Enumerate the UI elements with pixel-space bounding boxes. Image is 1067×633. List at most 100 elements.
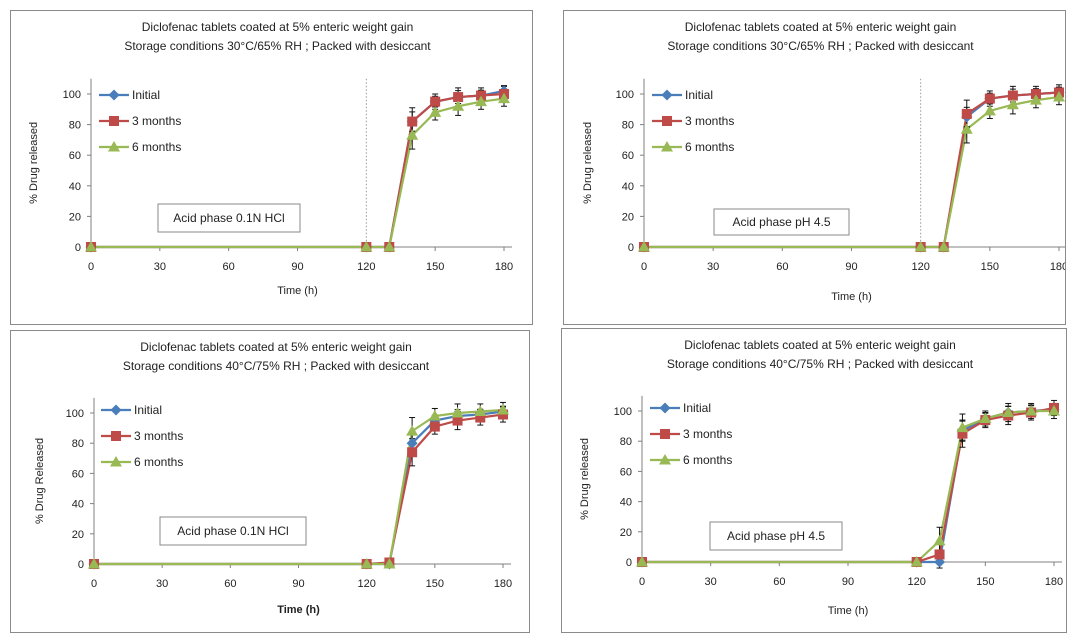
- data-point: [85, 241, 97, 252]
- chart-1-svg: Diclofenac tablets coated at 5% enteric …: [28, 20, 513, 297]
- data-point: [407, 447, 418, 458]
- y-tick-label: 0: [78, 559, 84, 571]
- data-point: [383, 241, 396, 252]
- x-tick-label: 150: [981, 261, 999, 273]
- legend-marker: [111, 431, 121, 441]
- series-markers-2: [88, 403, 509, 569]
- data-point: [1007, 90, 1018, 101]
- x-tick-label: 90: [291, 261, 303, 273]
- data-point: [933, 534, 946, 546]
- data-point: [406, 129, 419, 140]
- legend-label: Initial: [685, 88, 713, 102]
- x-tick-label: 120: [357, 261, 375, 273]
- y-tick-label: 60: [72, 468, 84, 480]
- x-tick-label: 30: [154, 261, 166, 273]
- x-tick-label: 60: [773, 576, 785, 588]
- data-point: [474, 405, 487, 416]
- data-point: [428, 410, 441, 421]
- x-tick-label: 90: [845, 261, 857, 273]
- x-tick-label: 180: [495, 261, 513, 273]
- legend-label: Initial: [683, 401, 711, 415]
- legend-marker: [108, 141, 120, 152]
- y-tick-label: 0: [628, 242, 634, 254]
- x-tick-label: 180: [1045, 576, 1063, 588]
- data-point: [383, 558, 396, 569]
- y-tick-label: 20: [69, 211, 81, 223]
- x-tick-label: 30: [705, 576, 717, 588]
- chart-title: Diclofenac tablets coated at 5% enteric …: [140, 340, 412, 354]
- x-axis-label: Time (h): [277, 285, 318, 297]
- data-point: [429, 421, 440, 432]
- data-point: [1002, 406, 1015, 418]
- legend-label: 3 months: [134, 429, 183, 443]
- data-point: [984, 93, 995, 104]
- y-axis-label: % Drug Released: [34, 438, 46, 524]
- legend-item-2: 6 months: [650, 453, 732, 467]
- y-tick-label: 80: [72, 438, 84, 450]
- chart-subtitle: Storage conditions 40°C/75% RH ; Packed …: [123, 359, 430, 373]
- data-point: [1048, 405, 1060, 416]
- x-tick-label: 30: [156, 578, 168, 590]
- annotation-box: [157, 203, 301, 233]
- annotation-text: Acid phase pH 4.5: [727, 529, 825, 543]
- y-tick-label: 20: [622, 211, 634, 223]
- y-tick-label: 60: [622, 150, 634, 162]
- y-tick-label: 100: [614, 406, 632, 418]
- legend-item-1: 3 months: [652, 114, 734, 128]
- x-tick-label: 60: [223, 261, 235, 273]
- data-point: [498, 409, 508, 420]
- legend-item-0: Initial: [101, 403, 162, 417]
- data-point: [497, 403, 509, 415]
- legend-label: 6 months: [685, 140, 734, 154]
- legend-marker: [110, 456, 122, 467]
- x-tick-label: 150: [976, 576, 994, 588]
- data-point: [407, 116, 418, 127]
- legend-marker: [110, 404, 122, 416]
- x-tick-label: 60: [224, 578, 236, 590]
- data-point: [956, 421, 969, 433]
- data-point: [476, 90, 487, 101]
- y-tick-label: 0: [626, 557, 632, 569]
- series-markers-0: [638, 86, 1065, 253]
- legend-label: Initial: [134, 403, 162, 417]
- y-tick-label: 80: [69, 120, 81, 132]
- data-point: [430, 96, 441, 107]
- legend-label: 3 months: [683, 427, 732, 441]
- x-tick-label: 150: [426, 261, 444, 273]
- data-point: [452, 415, 463, 426]
- y-tick-label: 40: [72, 499, 84, 511]
- x-axis-label: Time (h): [831, 291, 872, 303]
- data-point: [910, 556, 923, 567]
- data-point: [979, 412, 992, 424]
- y-axis-label: % Drug released: [28, 122, 40, 204]
- x-tick-label: 180: [494, 578, 512, 590]
- y-tick-label: 100: [66, 408, 84, 420]
- legend-item-0: Initial: [652, 88, 713, 102]
- x-tick-label: 30: [707, 261, 719, 273]
- series-markers-2: [638, 91, 1065, 252]
- data-point: [475, 95, 488, 107]
- data-point: [406, 425, 419, 436]
- chart-panel-1: Diclofenac tablets coated at 5% enteric …: [10, 10, 533, 325]
- x-tick-label: 120: [907, 576, 925, 588]
- legend-item-2: 6 months: [99, 140, 181, 154]
- data-point: [88, 558, 100, 569]
- x-tick-label: 0: [639, 576, 645, 588]
- legend-marker: [660, 429, 670, 439]
- data-point: [429, 106, 442, 117]
- annotation-text: Acid phase 0.1N HCl: [177, 524, 288, 538]
- y-tick-label: 60: [69, 150, 81, 162]
- data-point: [638, 241, 650, 252]
- data-point: [360, 558, 373, 569]
- data-point: [957, 428, 968, 439]
- y-tick-label: 60: [620, 466, 632, 478]
- y-tick-label: 40: [620, 497, 632, 509]
- chart-subtitle: Storage conditions 30°C/65% RH ; Packed …: [124, 39, 431, 53]
- y-tick-label: 80: [622, 120, 634, 132]
- legend-item-2: 6 months: [101, 455, 183, 469]
- legend-marker: [659, 454, 671, 465]
- chart-title: Diclofenac tablets coated at 5% enteric …: [685, 20, 957, 34]
- data-point: [451, 407, 464, 418]
- x-axis-label: Time (h): [277, 604, 320, 616]
- data-point: [1029, 94, 1042, 105]
